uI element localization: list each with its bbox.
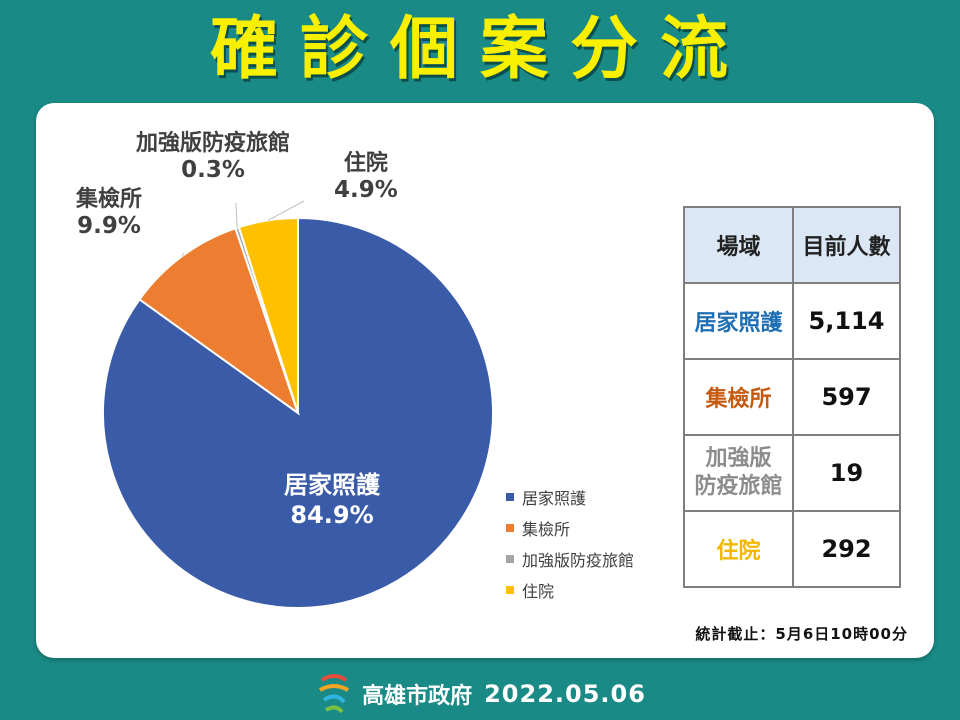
legend-swatch [506,492,514,501]
table-row: 加強版 防疫旅館 19 [683,434,901,512]
footer: 高雄市政府 2022.05.06 [0,668,960,720]
content-card: 加強版防疫旅館 0.3% 住院 4.9% 集檢所 9.9% 居家照護 84.9%… [36,103,934,658]
table-header-row: 場域 目前人數 [683,206,901,284]
callout-hotel-name: 加強版防疫旅館 [136,131,291,156]
stat-cutoff-note: 統計截止：5月6日10時00分 [695,625,908,643]
leader-line-quarantine [181,252,185,257]
legend-label: 住院 [522,581,555,601]
footer-org: 高雄市政府 [362,684,473,709]
legend-item-home: 居家照護 [506,481,634,512]
row-count: 5,114 [792,282,901,360]
inlabel-home-pct: 84.9% [290,501,374,529]
row-count: 292 [792,510,901,588]
chart-legend: 居家照護 集檢所 加強版防疫旅館 住院 [506,481,634,605]
table-row: 集檢所 597 [683,358,901,436]
table-row: 居家照護 5,114 [683,282,901,360]
row-place: 居家照護 [683,282,794,360]
footer-date: 2022.05.06 [484,680,646,708]
callout-quarantine: 集檢所 9.9% [76,187,142,239]
inlabel-home-name: 居家照護 [284,471,380,499]
legend-swatch [506,554,514,563]
legend-swatch [506,523,514,532]
callout-hospital-name: 住院 [343,151,388,176]
row-count: 19 [792,434,901,512]
row-place-line2: 防疫旅館 [694,474,783,499]
callout-hotel-pct: 0.3% [181,157,245,183]
callout-hospital: 住院 4.9% [334,151,398,203]
legend-item-quarantine: 集檢所 [506,512,634,543]
page-title: 確診個案分流 [209,10,750,89]
legend-item-hotel: 加強版防疫旅館 [506,543,634,574]
callout-hotel: 加強版防疫旅館 0.3% [136,131,290,183]
legend-swatch [506,585,514,594]
legend-label: 居家照護 [522,488,587,508]
header-count: 目前人數 [792,206,901,284]
inlabel-home: 居家照護 84.9% [284,470,380,530]
kaohsiung-logo-icon [319,674,350,714]
legend-item-hospital: 住院 [506,574,634,605]
callout-quarantine-pct: 9.9% [77,213,141,239]
count-table: 場域 目前人數 居家照護 5,114 集檢所 597 加強版 防疫旅館 19 住… [683,206,901,588]
header-place: 場域 [683,206,794,284]
callout-quarantine-name: 集檢所 [76,187,143,212]
pie-chart [102,200,494,609]
leader-line-hotel [235,202,238,228]
table-row: 住院 292 [683,510,901,588]
leader-line-hospital [267,200,305,221]
row-place: 集檢所 [683,358,794,436]
pie-slice-hospital [237,216,299,414]
legend-label: 集檢所 [522,519,571,539]
row-count: 597 [792,358,901,436]
row-place: 住院 [683,510,794,588]
legend-label: 加強版防疫旅館 [522,550,635,570]
pie-slice-quarantine [138,227,300,416]
row-place: 加強版 防疫旅館 [683,434,794,512]
callout-hospital-pct: 4.9% [334,177,398,203]
row-place-line1: 加強版 [705,446,772,471]
